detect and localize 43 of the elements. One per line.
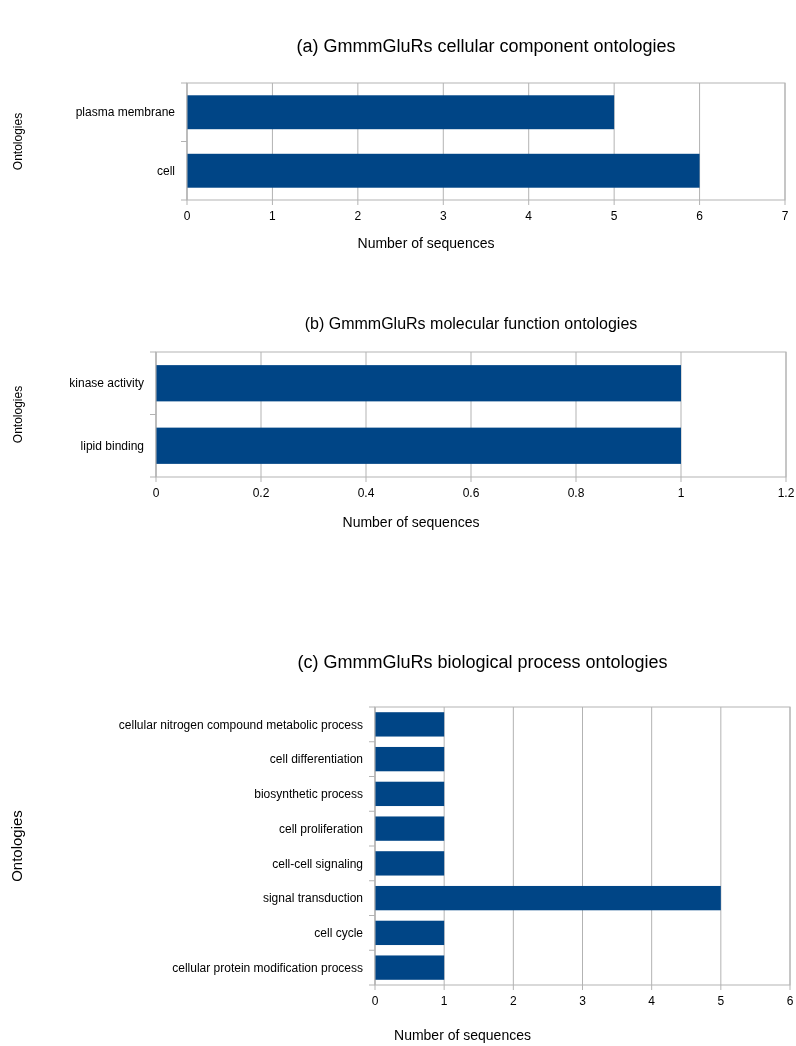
x-tick-label: 2 [509, 994, 517, 1008]
y-tick-label: biosynthetic process [254, 787, 363, 802]
x-tick-label: 1 [269, 209, 277, 223]
x-tick-label: 0.8 [567, 486, 585, 500]
x-tick-label: 3 [439, 209, 447, 223]
y-tick-label: cell-cell signaling [272, 856, 363, 871]
x-tick-label: 0.4 [357, 486, 375, 500]
x-tick-label: 0.6 [462, 486, 480, 500]
chart-title: (a) GmmmGluRs cellular component ontologies [296, 36, 676, 56]
y-tick-label: cell proliferation [278, 821, 363, 836]
x-tick-label: 1 [677, 486, 685, 500]
y-axis-title: Ontologies [11, 112, 25, 171]
x-tick-label: 1.2 [777, 486, 795, 500]
x-tick-label: 3 [579, 994, 587, 1008]
x-tick-label: 4 [525, 209, 533, 223]
y-tick-label: cell differentiation [269, 752, 363, 767]
y-tick-label: signal transduction [262, 891, 363, 906]
x-tick-label: 0.2 [252, 486, 270, 500]
x-tick-label: 1 [440, 994, 448, 1008]
y-axis-title: Ontologies [11, 385, 25, 444]
chart-title: (c) GmmmGluRs biological process ontologies [297, 652, 668, 672]
x-axis-title: Number of sequences [394, 1027, 531, 1043]
y-tick-label: plasma membrane [75, 105, 176, 120]
y-tick-label: cellular protein modification process [172, 960, 363, 975]
y-tick-label: cell cycle [314, 926, 364, 941]
x-tick-label: 0 [152, 486, 160, 500]
x-tick-label: 5 [610, 209, 618, 223]
x-tick-label: 6 [786, 994, 794, 1008]
x-axis-title: Number of sequences [342, 514, 480, 530]
x-tick-label: 0 [183, 209, 191, 223]
y-axis-title: Ontologies [8, 810, 25, 882]
x-tick-label: 6 [696, 209, 704, 223]
chart-title: (b) GmmmGluRs molecular function ontologies [304, 315, 638, 332]
x-axis-title: Number of sequences [357, 235, 495, 251]
y-tick-label: kinase activity [69, 376, 144, 391]
x-tick-label: 2 [354, 209, 362, 223]
y-tick-label: cell [156, 163, 175, 178]
y-tick-label: lipid binding [80, 438, 144, 453]
x-tick-label: 0 [371, 994, 379, 1008]
x-tick-label: 7 [781, 209, 789, 223]
x-tick-label: 4 [648, 994, 656, 1008]
x-tick-label: 5 [717, 994, 725, 1008]
y-tick-label: cellular nitrogen compound metabolic process [118, 717, 363, 732]
